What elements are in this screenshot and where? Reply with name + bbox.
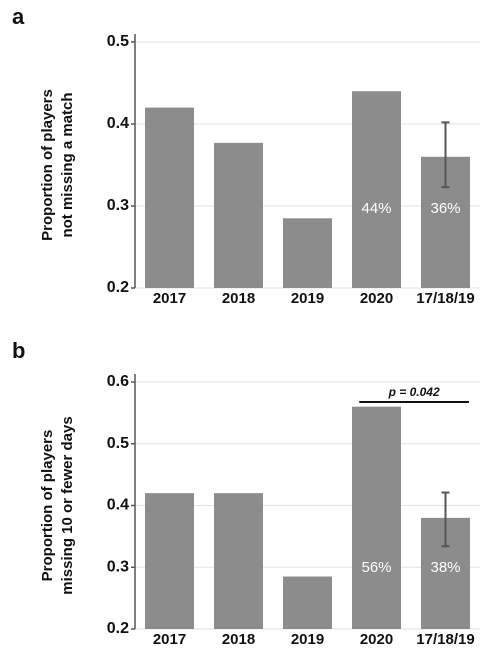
panel-label: a	[12, 4, 25, 29]
value-label: 44%	[361, 200, 391, 217]
x-tick-label: 2020	[360, 631, 393, 648]
error-bar	[441, 121, 450, 189]
y-axis-label: Proportion of players	[39, 89, 56, 241]
bar	[214, 142, 263, 288]
bar	[214, 493, 263, 629]
error-bar	[441, 491, 450, 548]
panel-label: b	[12, 338, 25, 363]
x-tick-label: 2018	[222, 631, 255, 648]
bar	[352, 406, 401, 629]
y-tick-label: 0.4	[107, 497, 129, 514]
x-tick-label: 2018	[222, 290, 255, 307]
y-tick-label: 0.5	[107, 33, 129, 50]
value-label: 38%	[430, 559, 460, 576]
x-tick-label: 2017	[153, 290, 186, 307]
bar	[283, 218, 332, 288]
y-axis-label: missing 10 or fewer days	[59, 416, 76, 594]
x-tick-label: 17/18/19	[416, 631, 474, 648]
bar	[145, 493, 194, 629]
y-tick-label: 0.4	[107, 115, 129, 132]
value-label: 36%	[430, 200, 460, 217]
y-tick-label: 0.5	[107, 435, 129, 452]
y-tick-label: 0.3	[107, 197, 129, 214]
x-tick-label: 2020	[360, 290, 393, 307]
bar	[145, 107, 194, 288]
x-tick-label: 2017	[153, 631, 186, 648]
y-tick-label: 0.6	[107, 373, 129, 390]
y-tick-label: 0.2	[107, 279, 129, 296]
x-tick-label: 2019	[291, 631, 324, 648]
y-axis-label: Proportion of players	[39, 430, 56, 582]
y-tick-label: 0.3	[107, 558, 129, 575]
x-tick-label: 2019	[291, 290, 324, 307]
y-axis-label: not missing a match	[59, 92, 76, 237]
x-tick-label: 17/18/19	[416, 290, 474, 307]
y-tick-label: 0.2	[107, 620, 129, 637]
annotation: p = 0.042	[388, 385, 440, 399]
value-label: 56%	[361, 559, 391, 576]
bar	[283, 576, 332, 629]
bar	[352, 91, 401, 288]
